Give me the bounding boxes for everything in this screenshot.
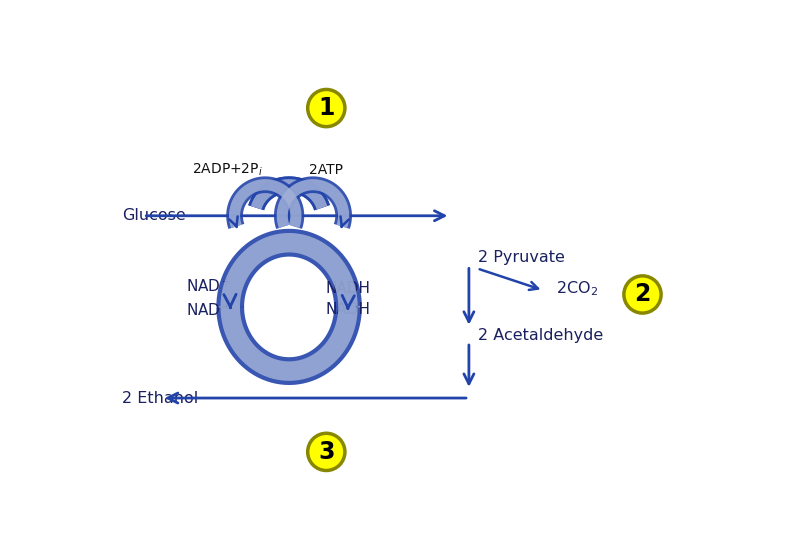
Text: 2CO$_2$: 2CO$_2$ [556,280,598,299]
Text: 2ATP: 2ATP [310,163,343,177]
Text: 2ADP+2P$_i$: 2ADP+2P$_i$ [192,162,262,179]
Text: 2 Acetaldehyde: 2 Acetaldehyde [478,328,603,343]
Text: NADH
NADH: NADH NADH [326,281,370,317]
Text: 3: 3 [318,440,334,464]
Text: 2 Pyruvate: 2 Pyruvate [478,250,565,265]
Text: 1: 1 [318,96,334,120]
Text: 2 Ethanol: 2 Ethanol [122,391,198,406]
Text: 2: 2 [634,282,650,307]
Text: NAD$^+$
NAD$^+$: NAD$^+$ NAD$^+$ [186,278,231,320]
Text: Glucose: Glucose [122,208,186,223]
